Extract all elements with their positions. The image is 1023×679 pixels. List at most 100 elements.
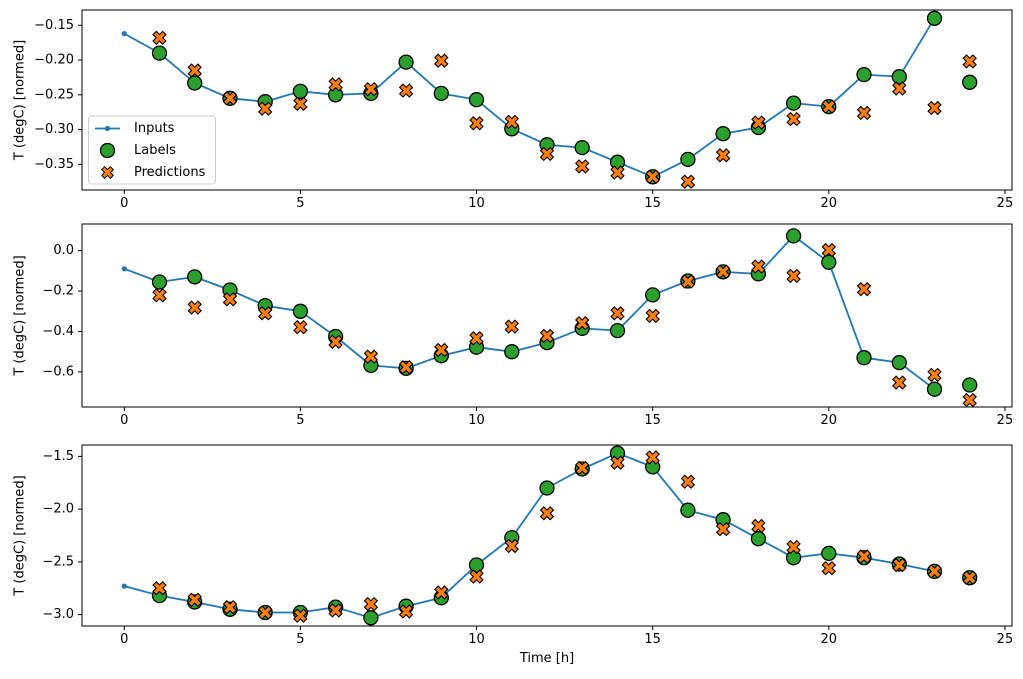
y-tick-label: −2.0 xyxy=(42,502,74,517)
prediction-x-marker xyxy=(715,148,731,163)
prediction-x-marker xyxy=(222,292,238,307)
label-circle-marker xyxy=(645,287,661,303)
x-tick-label: 20 xyxy=(821,632,838,647)
predictions-markers xyxy=(152,450,977,623)
y-tick-label: −0.6 xyxy=(42,364,74,379)
y-tick-label: −0.35 xyxy=(34,157,74,172)
legend: Inputs Labels Predictions xyxy=(88,115,216,185)
prediction-x-marker xyxy=(363,349,379,364)
predictions-markers xyxy=(152,242,977,408)
x-tick-label: 10 xyxy=(468,632,485,647)
prediction-x-marker xyxy=(856,549,872,564)
label-circle-marker xyxy=(609,154,626,170)
prediction-x-marker xyxy=(222,91,238,106)
y-tick-label: −2.5 xyxy=(42,554,74,569)
prediction-x-marker xyxy=(786,111,801,127)
x-axis: 0 5 10 15 20 25 xyxy=(120,407,1013,428)
y-axis: −0.15 −0.20 −0.25 −0.30 −0.35 xyxy=(34,18,82,172)
label-circle-marker xyxy=(926,10,943,26)
x-tick-label: 25 xyxy=(997,413,1014,428)
prediction-x-marker xyxy=(187,592,202,608)
y-tick-label: −0.30 xyxy=(34,122,74,137)
prediction-x-marker xyxy=(892,375,907,390)
prediction-x-marker xyxy=(610,165,625,180)
axes-frame xyxy=(81,223,1013,408)
prediction-x-marker xyxy=(786,539,801,555)
y-tick-label: −0.2 xyxy=(42,284,74,299)
prediction-x-marker xyxy=(751,518,766,534)
prediction-x-marker xyxy=(856,105,872,121)
y-tick-label: 0.0 xyxy=(53,243,74,258)
prediction-x-marker xyxy=(715,521,731,537)
label-circle-marker xyxy=(680,151,696,168)
legend-entry-label: Predictions xyxy=(134,165,206,180)
prediction-x-marker xyxy=(751,259,766,274)
prediction-x-marker xyxy=(328,334,343,350)
label-circle-marker xyxy=(292,83,309,99)
x-tick-label: 20 xyxy=(821,413,838,428)
label-circle-marker xyxy=(680,502,696,518)
prediction-x-marker xyxy=(469,569,484,584)
prediction-x-marker xyxy=(962,570,977,585)
label-circle-marker xyxy=(187,75,203,91)
prediction-x-marker xyxy=(434,53,449,68)
subplot-2: 0 5 10 15 20 25 0.0 −0.2 −0.4 −0.6 T (degC) [norme… xyxy=(13,223,1013,428)
prediction-x-marker xyxy=(257,306,273,321)
prediction-x-marker xyxy=(680,474,696,489)
label-circle-marker xyxy=(821,254,837,270)
prediction-x-marker xyxy=(786,268,801,284)
x-axis: 0 5 10 15 20 25 xyxy=(120,190,1013,211)
prediction-x-marker xyxy=(610,306,625,321)
label-circle-marker xyxy=(398,54,414,70)
inputs-dot-marker xyxy=(121,30,127,37)
x-tick-label: 0 xyxy=(120,196,128,211)
prediction-x-marker xyxy=(892,557,907,573)
prediction-x-marker xyxy=(469,116,484,131)
prediction-x-marker xyxy=(257,101,273,116)
x-tick-label: 25 xyxy=(997,632,1014,647)
label-circle-marker xyxy=(574,139,590,156)
prediction-x-marker xyxy=(539,328,555,344)
prediction-x-marker xyxy=(680,174,696,189)
label-circle-marker xyxy=(785,550,802,566)
label-circle-marker xyxy=(821,545,837,562)
prediction-x-marker xyxy=(257,605,273,620)
legend-box xyxy=(88,115,216,185)
y-tick-label: −3.0 xyxy=(42,607,74,622)
label-circle-marker xyxy=(750,531,767,547)
prediction-x-marker xyxy=(856,281,872,297)
y-tick-label: −0.15 xyxy=(34,18,74,33)
label-circle-marker xyxy=(468,92,485,108)
prediction-x-marker xyxy=(821,560,837,576)
label-circle-marker xyxy=(363,610,379,626)
label-circle-marker xyxy=(609,322,626,339)
x-tick-label: 0 xyxy=(120,413,128,428)
prediction-x-marker xyxy=(821,99,837,114)
prediction-x-marker xyxy=(328,603,343,618)
x-tick-label: 5 xyxy=(296,632,304,647)
label-circle-marker xyxy=(292,303,309,319)
label-circle-marker xyxy=(539,480,555,496)
y-tick-label: −0.4 xyxy=(42,324,74,339)
prediction-x-marker xyxy=(645,169,660,185)
prediction-x-marker xyxy=(751,115,766,130)
x-tick-label: 0 xyxy=(120,632,128,647)
legend-labels-sample xyxy=(99,142,116,159)
prediction-x-marker xyxy=(469,331,484,346)
x-tick-label: 15 xyxy=(644,413,661,428)
prediction-x-marker xyxy=(539,506,555,521)
label-circle-marker xyxy=(151,45,168,61)
label-circle-marker xyxy=(187,269,203,285)
x-tick-label: 25 xyxy=(997,196,1014,211)
prediction-x-marker xyxy=(363,596,379,612)
x-tick-label: 5 xyxy=(296,196,304,211)
prediction-x-marker xyxy=(610,455,625,470)
prediction-x-marker xyxy=(293,608,308,623)
axes-frame xyxy=(81,444,1013,627)
subplot-1: 0 5 10 15 20 25 −0.15 −0.20 −0.25 −0.30 −0.35 T (de… xyxy=(13,9,1013,211)
prediction-x-marker xyxy=(574,460,590,476)
prediction-x-marker xyxy=(222,599,238,615)
label-circle-marker xyxy=(962,377,978,393)
prediction-x-marker xyxy=(680,274,696,289)
prediction-x-marker xyxy=(821,242,837,258)
